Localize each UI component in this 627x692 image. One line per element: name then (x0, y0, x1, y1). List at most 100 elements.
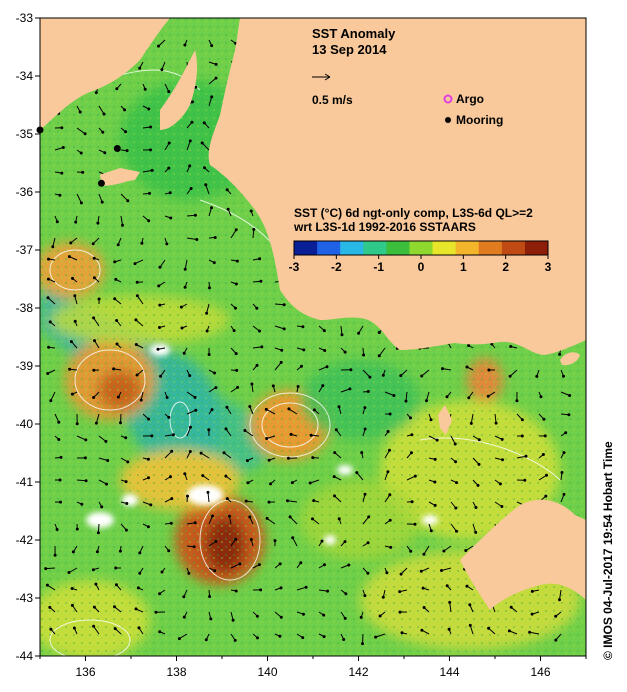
current-vector (208, 77, 217, 85)
current-vector-head (209, 617, 213, 621)
current-vector-head (193, 395, 197, 399)
current-vector-head (205, 311, 209, 315)
current-vector (76, 435, 87, 441)
current-vector-head (68, 367, 72, 371)
current-vector-head (442, 549, 446, 553)
current-vector-head (192, 545, 196, 549)
current-vector-head (158, 326, 161, 329)
current-vector-head (435, 438, 439, 442)
current-vector-head (102, 112, 106, 116)
current-vector (266, 408, 276, 415)
current-vector-head (224, 427, 228, 431)
current-vector-head (231, 618, 235, 622)
current-vector-head (113, 297, 117, 301)
current-vector-head (562, 492, 566, 496)
current-vector-head (113, 260, 117, 264)
current-vector-head (342, 638, 346, 641)
current-vector-head (133, 262, 137, 266)
current-vector (288, 408, 298, 415)
colorbar-tick-label: -1 (373, 260, 384, 274)
current-vector (274, 303, 285, 306)
current-vector (362, 369, 371, 378)
lat-tick-label: -35 (16, 127, 34, 141)
current-vector-head (226, 207, 230, 211)
current-vector-head (234, 228, 238, 232)
current-vector-head (58, 478, 62, 482)
current-vector-head (420, 628, 424, 632)
current-vector-head (278, 562, 282, 566)
current-vector-head (243, 429, 247, 432)
current-vector (356, 472, 364, 481)
current-vector-head (134, 343, 138, 346)
current-vector-head (46, 296, 50, 300)
current-vector-head (45, 583, 49, 587)
current-vector-head (455, 481, 458, 485)
current-vector-head (359, 615, 363, 619)
current-vector-head (94, 582, 98, 586)
current-vector-head (49, 399, 53, 403)
current-vector-head (147, 417, 151, 421)
current-vector (449, 602, 452, 613)
current-vector-head (138, 571, 142, 575)
current-vector-head (183, 285, 187, 289)
current-vector-head (149, 503, 153, 507)
current-vector-head (301, 636, 305, 640)
current-vector-head (123, 108, 127, 112)
current-vector-head (255, 363, 259, 367)
current-vector-head (83, 456, 87, 460)
lon-tick-label: 136 (75, 665, 95, 679)
flinders-island (560, 352, 580, 366)
current-vector (405, 391, 408, 402)
current-vector-head (568, 394, 572, 397)
current-vector-head (296, 385, 300, 388)
current-vector-head (189, 187, 193, 190)
current-vector-head (287, 407, 291, 411)
current-vector-head (160, 570, 164, 574)
current-vector-head (59, 500, 62, 504)
current-vector-head (487, 626, 491, 630)
current-vector-head (167, 90, 171, 94)
lat-tick-label: -43 (16, 591, 34, 605)
lat-tick-label: -34 (16, 69, 34, 83)
current-vector-head (80, 502, 84, 506)
current-vector-head (422, 552, 426, 556)
current-vector (450, 435, 456, 445)
current-vector-head (232, 329, 236, 333)
current-vector-head (323, 349, 327, 352)
current-vector (469, 625, 474, 635)
current-vector-head (150, 168, 154, 172)
current-vector-head (169, 216, 173, 220)
current-vector-head (421, 586, 425, 590)
colorbar-title-line2: wrt L3S-1d 1992-2016 SSTAARS (293, 220, 476, 234)
current-vector-head (61, 146, 65, 149)
lat-tick-label: -38 (16, 301, 34, 315)
current-vector-head (238, 562, 242, 566)
current-vector-head (312, 408, 316, 412)
current-vector-head (167, 415, 171, 419)
current-vector-head (213, 236, 217, 239)
current-vector-head (343, 350, 347, 354)
current-vector (206, 303, 210, 314)
current-vector-head (78, 110, 82, 114)
colorbar-ticks: -3 -2 -1 0 1 2 3 (289, 255, 552, 274)
current-vector-head (125, 502, 129, 505)
current-vector-head (214, 540, 218, 543)
current-vector-head (67, 255, 71, 259)
current-vector-head (143, 87, 147, 91)
current-vector-head (75, 527, 79, 531)
current-vector-head (137, 626, 141, 630)
current-vector-head (168, 191, 172, 195)
current-vector-head (60, 126, 64, 130)
current-vector-head (441, 367, 444, 371)
current-vector (186, 391, 196, 398)
current-vector-head (100, 505, 104, 509)
current-vector-head (72, 626, 76, 630)
current-vector-head (468, 603, 472, 607)
mooring-legend-marker (445, 117, 451, 123)
current-vector-head (60, 171, 64, 175)
current-vector-head (567, 413, 571, 417)
current-vector-head (299, 561, 303, 565)
mooring-legend-label: Mooring (456, 113, 503, 127)
current-vector-head (167, 141, 171, 145)
current-vector-head (134, 607, 138, 611)
